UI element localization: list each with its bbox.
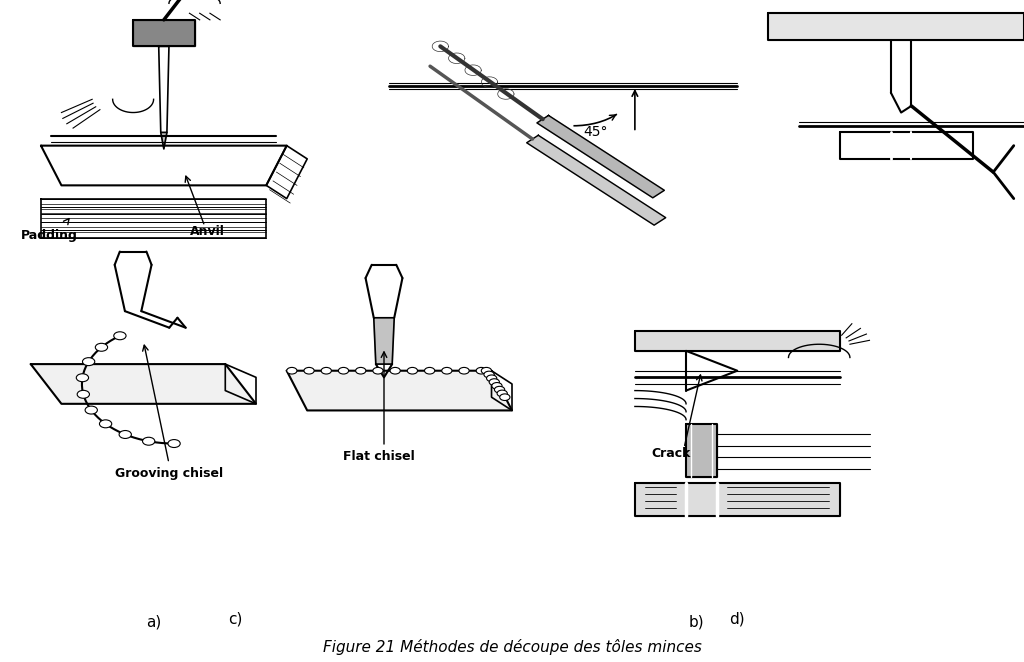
Circle shape <box>495 387 505 393</box>
Circle shape <box>99 420 112 428</box>
Circle shape <box>497 390 507 397</box>
Circle shape <box>355 367 366 374</box>
Circle shape <box>85 406 97 414</box>
Circle shape <box>83 357 95 365</box>
Circle shape <box>492 383 502 389</box>
Circle shape <box>390 367 400 374</box>
Polygon shape <box>635 331 840 351</box>
Polygon shape <box>526 135 666 225</box>
Text: d): d) <box>729 612 745 626</box>
Circle shape <box>304 367 314 374</box>
Circle shape <box>459 367 469 374</box>
Circle shape <box>338 367 348 374</box>
Circle shape <box>142 438 155 446</box>
Circle shape <box>425 367 435 374</box>
Polygon shape <box>374 318 394 364</box>
Circle shape <box>287 367 297 374</box>
Circle shape <box>114 332 126 340</box>
Circle shape <box>77 391 89 399</box>
Circle shape <box>486 375 497 381</box>
Circle shape <box>500 394 510 401</box>
Circle shape <box>373 367 383 374</box>
Polygon shape <box>287 371 512 410</box>
Circle shape <box>322 367 332 374</box>
Circle shape <box>476 367 486 374</box>
Text: b): b) <box>688 615 705 630</box>
Circle shape <box>168 440 180 448</box>
Circle shape <box>95 344 108 352</box>
Circle shape <box>119 430 131 438</box>
Polygon shape <box>686 424 717 477</box>
Polygon shape <box>161 132 167 149</box>
Polygon shape <box>635 483 840 516</box>
Polygon shape <box>31 364 256 404</box>
Text: Flat chisel: Flat chisel <box>343 450 415 463</box>
Circle shape <box>441 367 452 374</box>
Text: Grooving chisel: Grooving chisel <box>115 467 223 480</box>
Text: Padding: Padding <box>20 228 78 242</box>
Text: Figure 21 Méthodes de découpe des tôles minces: Figure 21 Méthodes de découpe des tôles … <box>323 639 701 655</box>
Circle shape <box>489 379 500 385</box>
Circle shape <box>481 367 492 374</box>
Polygon shape <box>768 13 1024 40</box>
Text: Anvil: Anvil <box>189 225 224 238</box>
Polygon shape <box>133 20 195 46</box>
Text: a): a) <box>146 615 161 630</box>
Text: 45°: 45° <box>584 125 608 140</box>
Circle shape <box>484 371 495 378</box>
Circle shape <box>76 374 88 382</box>
Text: Crack: Crack <box>651 447 690 460</box>
Text: c): c) <box>228 612 243 626</box>
Polygon shape <box>537 115 665 198</box>
Circle shape <box>408 367 418 374</box>
